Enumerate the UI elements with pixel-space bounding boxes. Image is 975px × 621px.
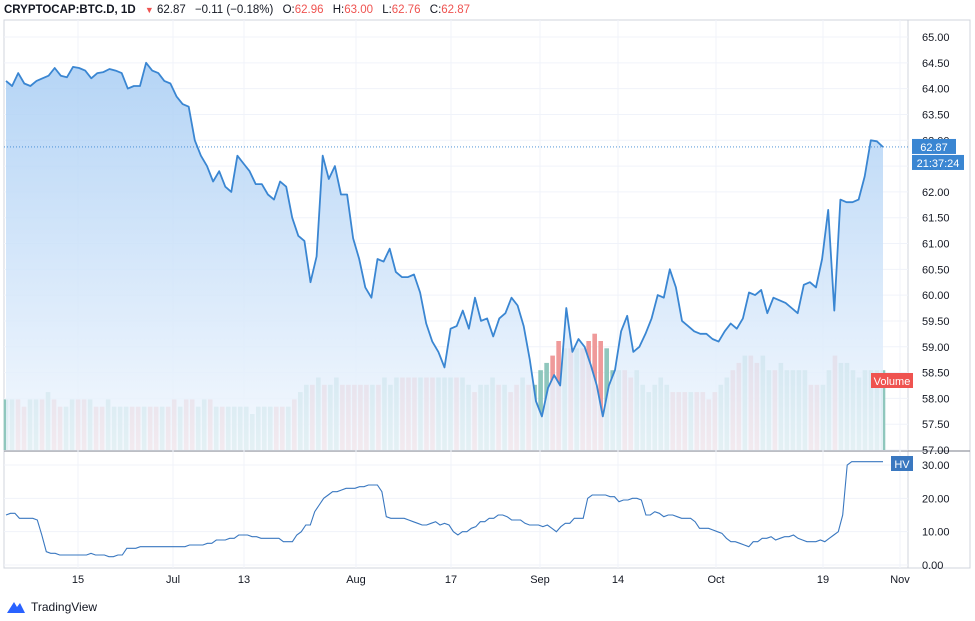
close-value: 62.87 bbox=[441, 4, 471, 16]
time-tick-label: 17 bbox=[445, 574, 457, 586]
hv-tick-label: 20.00 bbox=[922, 493, 950, 505]
price-tick-label: 60.50 bbox=[922, 264, 950, 276]
chart-frame bbox=[3, 19, 971, 569]
time-axis[interactable]: 15 Jul 13 Aug 17 Sep 14 Oct 19 Nov bbox=[72, 574, 910, 586]
open-label: O: bbox=[282, 4, 295, 16]
high-value: 63.00 bbox=[344, 4, 373, 16]
hv-tick-label: 30.00 bbox=[922, 460, 950, 472]
price-tick-label: 61.00 bbox=[922, 239, 950, 251]
hv-tag-label: HV bbox=[894, 459, 910, 471]
last-price: 62.87 bbox=[156, 4, 186, 16]
close-label: C: bbox=[429, 4, 442, 16]
symbol-header: CRYPTOCAP:BTC.D, 1D ▼ 62.87 −0.11 (−0.18… bbox=[4, 2, 470, 18]
time-tick-label: 19 bbox=[817, 574, 829, 586]
high-label: H: bbox=[332, 4, 345, 16]
tradingview-brand[interactable]: TradingView bbox=[6, 600, 97, 614]
volume-tag[interactable] bbox=[871, 373, 913, 388]
time-tick-label: 13 bbox=[238, 574, 250, 586]
price-tick-label: 57.00 bbox=[922, 445, 950, 457]
low-label: L: bbox=[382, 4, 392, 16]
price-change: −0.11 (−0.18%) bbox=[194, 4, 274, 16]
price-line[interactable] bbox=[5, 61, 884, 418]
hv-tick-label: 0.00 bbox=[922, 560, 943, 572]
price-tick-label: 57.50 bbox=[922, 419, 950, 431]
price-tick-label: 61.50 bbox=[922, 213, 950, 225]
time-tick-label: Nov bbox=[890, 574, 910, 586]
down-arrow-icon: ▼ bbox=[144, 5, 154, 15]
hv-tag[interactable] bbox=[891, 456, 913, 471]
time-tick-label: 14 bbox=[612, 574, 624, 586]
hv-axis[interactable]: 30.00 20.00 10.00 0.00 bbox=[922, 460, 950, 572]
price-axis[interactable]: 65.0064.5064.0063.5063.0062.5062.0061.50… bbox=[922, 32, 950, 457]
time-tick-label: Oct bbox=[707, 574, 724, 586]
price-series bbox=[4, 61, 908, 451]
price-tick-label: 64.50 bbox=[922, 58, 950, 70]
last-price-tag-label: 62.87 bbox=[920, 142, 948, 154]
low-value: 62.76 bbox=[391, 4, 421, 16]
hv-line[interactable] bbox=[5, 461, 883, 558]
price-tick-label: 62.00 bbox=[922, 187, 950, 199]
last-price-tag bbox=[912, 138, 956, 154]
hv-tick-label: 10.00 bbox=[922, 527, 950, 539]
price-tick-label: 60.00 bbox=[922, 290, 950, 302]
price-tick-label: 59.50 bbox=[922, 316, 950, 328]
price-area bbox=[6, 62, 883, 451]
time-tick-label: 15 bbox=[72, 574, 84, 586]
countdown-tag-label: 21:37:24 bbox=[917, 158, 960, 170]
volume-tag-label: Volume bbox=[874, 376, 911, 388]
price-tick-label: 65.00 bbox=[922, 32, 950, 44]
volume-bar bbox=[538, 370, 543, 450]
axis-tags: 62.87 21:37:24 Volume HV bbox=[871, 138, 964, 471]
time-tick-label: Jul bbox=[166, 574, 180, 586]
price-tick-label: 63.50 bbox=[922, 109, 950, 121]
price-tick-label: 59.00 bbox=[922, 342, 950, 354]
countdown-tag bbox=[912, 154, 964, 170]
symbol-label[interactable]: CRYPTOCAP:BTC.D, 1D bbox=[4, 4, 136, 16]
tradingview-logo-icon bbox=[7, 602, 25, 613]
price-tick-label: 58.00 bbox=[922, 393, 950, 405]
time-tick-label: Sep bbox=[530, 574, 550, 586]
open-value: 62.96 bbox=[294, 4, 324, 16]
brand-name: TradingView bbox=[31, 600, 98, 614]
price-tick-label: 58.50 bbox=[922, 368, 950, 380]
price-tick-label: 64.00 bbox=[922, 84, 950, 96]
hv-series bbox=[5, 461, 883, 558]
time-tick-label: Aug bbox=[346, 574, 366, 586]
volume-bar bbox=[598, 341, 603, 450]
